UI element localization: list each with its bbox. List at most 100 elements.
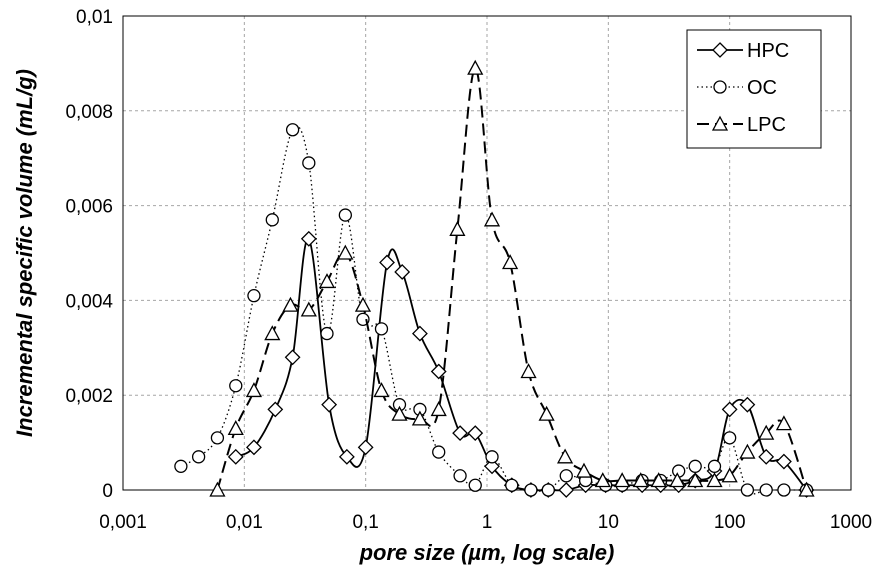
data-point-lpc (614, 472, 631, 488)
series-line-oc (180, 125, 807, 495)
x-tick-label: 10 (598, 512, 619, 533)
data-point-lpc (467, 59, 484, 75)
data-point-oc (505, 478, 519, 492)
y-axis-tick-labels: 0 0,002 0,004 0,006 0,008 0,01 (65, 7, 113, 502)
x-tick-label: 0,01 (226, 512, 263, 533)
data-point-lpc (669, 472, 686, 488)
data-point-lpc (264, 325, 281, 341)
data-point-hpc (267, 401, 284, 418)
data-point-hpc (394, 264, 411, 280)
legend-label-hpc: HPC (747, 40, 789, 62)
data-point-lpc (354, 296, 372, 312)
data-point-oc (320, 326, 334, 341)
x-tick-label: 1000 (830, 512, 872, 533)
data-point-lpc (502, 254, 519, 270)
data-point-oc (468, 478, 482, 492)
data-point-oc (688, 459, 702, 473)
data-point-oc (777, 483, 791, 497)
plot-area-frame (122, 15, 852, 491)
data-point-lpc (391, 405, 408, 421)
data-point-lpc (449, 220, 466, 236)
data-point-hpc (300, 230, 317, 247)
data-point-lpc (520, 363, 537, 379)
legend-marker-lpc (711, 115, 729, 131)
data-point-lpc (687, 472, 704, 488)
data-point-lpc (594, 472, 611, 488)
data-point-lpc (483, 211, 501, 227)
y-tick-label: 0,004 (65, 291, 113, 312)
series-lpc (209, 59, 815, 497)
data-point-oc (302, 156, 316, 170)
data-point-lpc (632, 472, 649, 488)
data-point-hpc (758, 448, 775, 465)
data-point-lpc (706, 472, 723, 488)
y-tick-label: 0,01 (76, 7, 113, 28)
y-tick-label: 0,002 (65, 386, 113, 407)
data-point-hpc (484, 458, 500, 475)
x-tick-label: 0,1 (352, 512, 378, 533)
data-point-lpc (300, 301, 317, 317)
y-axis-title: Incremental specific volume (mL/g) (12, 69, 37, 437)
data-point-hpc (721, 401, 738, 418)
data-point-hpc (776, 453, 792, 470)
data-point-hpc (284, 349, 301, 366)
data-point-oc (453, 469, 467, 483)
data-point-oc (740, 483, 755, 497)
data-point-oc (191, 450, 206, 464)
legend-label-oc: OC (747, 77, 777, 99)
y-tick-label: 0,008 (65, 102, 113, 123)
data-point-lpc (282, 296, 299, 312)
legend-marker-oc (713, 80, 727, 94)
data-point-lpc (650, 472, 667, 488)
data-point-hpc (227, 448, 244, 465)
data-point-hpc (452, 425, 469, 442)
series-oc (174, 123, 814, 497)
data-point-hpc (467, 425, 484, 442)
data-point-oc (338, 208, 352, 222)
data-point-lpc (337, 244, 354, 260)
data-point-lpc (575, 462, 593, 478)
data-point-oc (174, 459, 188, 473)
x-tick-label: 100 (714, 512, 746, 533)
data-point-oc (541, 483, 555, 497)
data-point-lpc (775, 415, 793, 431)
data-point-hpc (739, 396, 756, 413)
data-point-hpc (558, 482, 575, 498)
data-point-lpc (411, 410, 429, 426)
data-point-lpc (245, 382, 263, 398)
series-hpc (227, 230, 815, 498)
legend-label-lpc: LPC (747, 114, 786, 136)
data-point-hpc (357, 439, 374, 456)
data-point-oc (707, 459, 722, 473)
data-point-hpc (412, 325, 428, 342)
data-point-oc (723, 431, 737, 445)
data-point-lpc (758, 424, 775, 440)
data-point-oc (374, 322, 389, 336)
data-point-oc (265, 213, 279, 227)
series-line-hpc (235, 237, 808, 492)
x-tick-label: 1 (482, 512, 493, 533)
x-axis-title: pore size (µm, log scale) (359, 540, 615, 565)
data-point-lpc (373, 382, 390, 398)
data-point-hpc (321, 396, 338, 413)
data-point-oc (559, 469, 573, 483)
x-tick-label: 0,001 (99, 512, 147, 533)
data-point-oc (524, 483, 538, 497)
data-point-lpc (209, 481, 226, 497)
data-point-lpc (739, 443, 756, 459)
data-point-oc (432, 445, 446, 459)
data-point-oc (285, 123, 300, 137)
data-point-hpc (379, 254, 395, 271)
data-point-oc (210, 431, 225, 445)
data-point-hpc (246, 439, 262, 456)
data-point-lpc (538, 405, 555, 421)
legend: HPC OC LPC (686, 29, 822, 149)
y-tick-label: 0,006 (65, 197, 113, 218)
series-line-lpc (216, 67, 808, 491)
data-point-lpc (721, 467, 738, 483)
x-axis-tick-labels: 0,001 0,01 0,1 1 10 100 1000 (99, 512, 872, 533)
y-tick-label: 0 (102, 481, 113, 502)
data-point-lpc (318, 273, 336, 289)
data-point-oc (229, 379, 243, 393)
